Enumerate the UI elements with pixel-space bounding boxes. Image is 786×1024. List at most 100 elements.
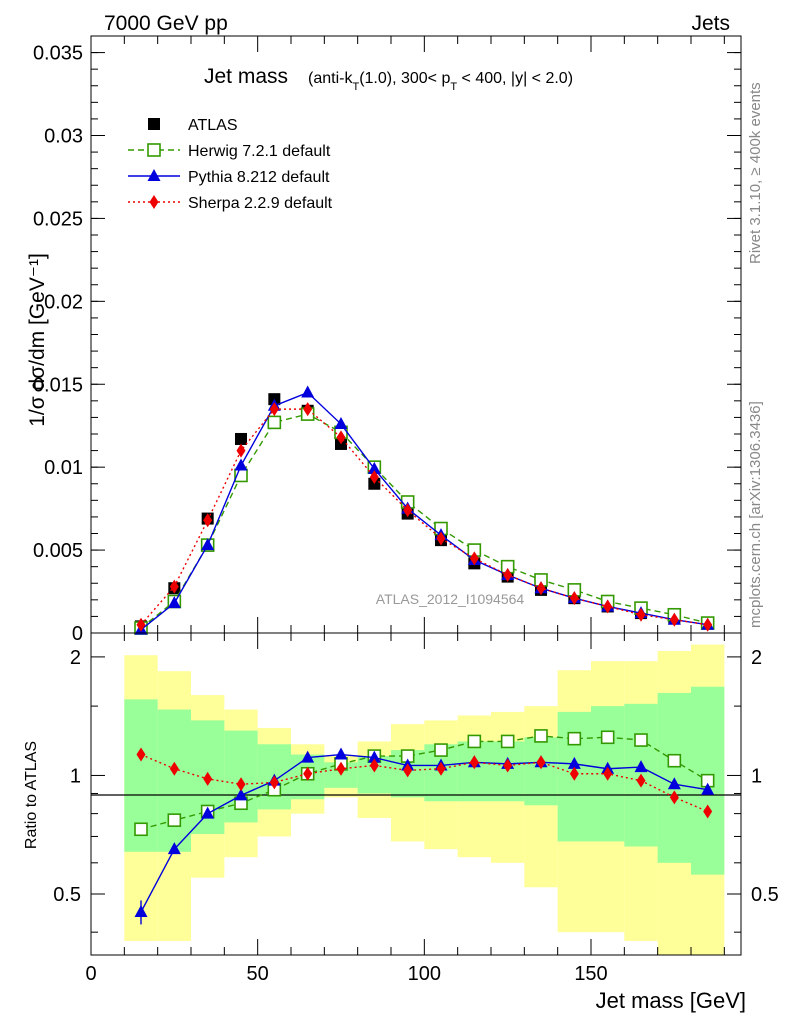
plot-title: Jet mass (anti-kT(1.0), 300< pT < 400, |…	[204, 65, 573, 93]
uncertainty-band-inner	[157, 709, 191, 852]
main-point-sherpa	[369, 470, 379, 485]
main-point-sherpa	[436, 531, 446, 546]
title-main: Jet mass	[204, 65, 288, 88]
x-tick-label: 50	[247, 963, 269, 985]
legend-marker-swatch	[148, 118, 160, 130]
ratio-point-pythia	[334, 747, 348, 760]
ratio-point-sherpa	[569, 766, 579, 781]
ratio-series-layer	[134, 729, 715, 925]
main-point-pythia	[201, 538, 215, 551]
ratio-point-sherpa	[269, 775, 279, 790]
main-x-axis-ticks	[90, 36, 725, 633]
ratio-point-herwig	[667, 753, 682, 768]
ratio-y-tick-label-right: 0.5	[751, 884, 779, 906]
x-axis-label: Jet mass [GeV]	[596, 988, 746, 1013]
ratio-point-sherpa	[703, 804, 713, 819]
ratio-y-tick-label: 2	[70, 647, 81, 669]
ratio-point-sherpa	[536, 755, 546, 770]
main-point-sherpa	[136, 617, 146, 632]
main-point-sherpa	[603, 599, 613, 614]
main-point-sherpa	[669, 612, 679, 627]
ratio-point-pythia	[301, 750, 315, 763]
ratio-point-sherpa	[436, 761, 446, 776]
ratio-point-sherpa	[303, 766, 313, 781]
legend-item-sherpa: Sherpa 2.2.9 default	[128, 195, 333, 212]
main-y-axis-label: 1/σ dσ/dm [GeV⁻¹]	[26, 253, 49, 427]
main-point-sherpa	[236, 443, 246, 458]
main-point-sherpa	[536, 581, 546, 596]
main-point-sherpa	[203, 513, 213, 528]
ratio-point-herwig	[500, 734, 515, 749]
uncertainty-band-inner	[457, 741, 491, 802]
ratio-y-axis-label: Ratio to ATLAS	[23, 741, 40, 849]
uncertainty-band-inner	[524, 737, 558, 806]
ratio-point-sherpa	[169, 761, 179, 776]
main-point-sherpa	[169, 579, 179, 594]
ratio-y-tick-label: 1	[70, 765, 81, 787]
ratio-line-pythia	[140, 753, 708, 913]
main-point-sherpa	[303, 402, 313, 417]
ratio-point-sherpa	[203, 771, 213, 786]
ratio-point-pythia	[201, 806, 215, 819]
ratio-y-tick-label-right: 1	[751, 765, 762, 787]
main-point-sherpa	[636, 607, 646, 622]
main-y-axis: 0 0.005 0.01 0.015 0.02 0.025 0.03 0.035	[33, 43, 741, 645]
main-point-pythia	[367, 461, 381, 474]
legend-item-herwig: Herwig 7.2.1 default	[128, 143, 331, 160]
ratio-point-sherpa	[503, 758, 513, 773]
ratio-point-herwig	[467, 734, 482, 749]
main-point-pythia	[334, 417, 348, 430]
ratio-point-sherpa	[236, 777, 246, 792]
title-detail: (anti-kT(1.0), 300< pT < 400, |y| < 2.0)	[308, 70, 573, 93]
main-point-pythia	[167, 596, 181, 609]
main-point-sherpa	[569, 591, 579, 606]
legend-label: Herwig 7.2.1 default	[188, 143, 331, 160]
legend-marker-swatch	[147, 143, 161, 157]
legend-label: Pythia 8.212 default	[188, 169, 330, 186]
main-point-sherpa	[503, 567, 513, 582]
x-tick-label: 0	[85, 963, 96, 985]
main-point-pythia	[301, 385, 315, 398]
x-axis: 0 50 100 150	[85, 633, 725, 985]
main-point-sherpa	[469, 551, 479, 566]
ratio-point-herwig	[534, 729, 548, 743]
legend-marker-swatch	[149, 195, 159, 209]
header-left-label: 7000 GeV pp	[104, 12, 228, 35]
main-point-sherpa	[336, 430, 346, 445]
ratio-point-herwig	[600, 730, 615, 745]
header-right-label: Jets	[691, 12, 730, 35]
ratio-point-herwig	[167, 813, 182, 827]
ratio-point-pythia	[667, 777, 681, 790]
main-series-layer	[134, 385, 715, 635]
ratio-point-pythia	[701, 782, 715, 795]
ratio-line-sherpa	[140, 753, 708, 813]
ratio-point-sherpa	[369, 758, 379, 773]
ratio-series-sherpa	[136, 747, 713, 819]
ratio-y-axis: 0.5 0.5 1 1 2 2	[53, 647, 779, 933]
ratio-point-pythia	[367, 750, 381, 763]
ratio-point-sherpa	[669, 790, 679, 805]
ratio-point-pythia	[567, 756, 581, 769]
uncertainty-bands	[124, 644, 725, 955]
main-y-tick-label: 0.005	[33, 540, 83, 562]
ratio-point-sherpa	[469, 755, 479, 770]
legend-marker-swatch	[147, 169, 161, 181]
ratio-frame	[90, 632, 742, 956]
legend: ATLAS Herwig 7.2.1 default Pythia 8.212 de…	[128, 117, 333, 212]
ratio-point-herwig	[434, 743, 448, 757]
ratio-y-tick-label-right: 2	[751, 647, 762, 669]
main-point-pythia	[234, 458, 248, 471]
ratio-point-herwig	[634, 733, 648, 747]
ratio-point-pythia	[634, 760, 648, 773]
legend-label: ATLAS	[188, 117, 238, 134]
x-tick-label: 150	[574, 963, 607, 985]
main-y-tick-label: 0.01	[44, 457, 83, 479]
legend-label: Sherpa 2.2.9 default	[188, 195, 333, 212]
ratio-point-sherpa	[336, 761, 346, 776]
ratio-point-pythia	[234, 788, 248, 801]
main-point-sherpa	[403, 503, 413, 518]
ratio-point-sherpa	[136, 747, 146, 762]
legend-item-atlas: ATLAS	[148, 117, 238, 134]
ratio-point-herwig	[567, 731, 582, 746]
